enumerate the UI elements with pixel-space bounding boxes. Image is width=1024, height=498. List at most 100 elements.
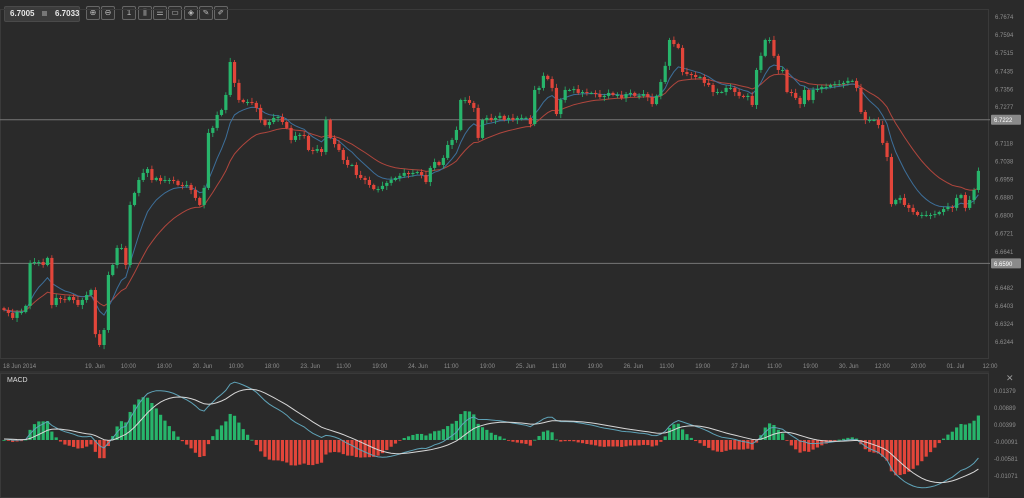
candle-up — [315, 149, 319, 151]
candle-up — [493, 117, 498, 120]
candle-up — [224, 94, 228, 110]
candle-up — [137, 179, 141, 193]
macd-histogram-bar — [955, 427, 959, 440]
macd-histogram-bar — [341, 439, 345, 455]
macd-histogram-bar — [737, 439, 741, 450]
macd-histogram-bar — [702, 439, 706, 446]
macd-histogram-bar — [350, 439, 354, 456]
macd-histogram-bar — [559, 439, 563, 442]
macd-histogram-bar — [385, 439, 389, 451]
candle-up — [524, 117, 528, 119]
macd-histogram-bar — [902, 439, 907, 475]
candle-up — [763, 39, 767, 56]
macd-histogram-bar — [746, 439, 750, 449]
macd-histogram-bar — [450, 423, 454, 440]
candle-down — [511, 117, 515, 120]
candle-down — [333, 137, 337, 145]
candle-up — [215, 114, 219, 128]
candle-down — [359, 174, 363, 178]
macd-histogram-bar — [502, 438, 506, 440]
candle-down — [633, 92, 637, 96]
macd-histogram-bar — [789, 439, 793, 446]
candle-down — [889, 157, 893, 205]
macd-histogram-bar — [667, 427, 672, 440]
macd-histogram-bar — [285, 439, 289, 463]
macd-histogram-bar — [689, 437, 693, 440]
candle-down — [907, 204, 911, 208]
candle-down — [741, 95, 746, 98]
macd-histogram-bar — [420, 433, 424, 440]
macd-histogram-bar — [480, 427, 485, 440]
candle-down — [676, 44, 680, 48]
macd-histogram-bar — [920, 439, 924, 462]
candle-down — [406, 172, 411, 175]
macd-histogram-bar — [950, 431, 954, 440]
macd-histogram-bar — [589, 439, 593, 445]
x-tick-label: 11:00 — [336, 364, 351, 370]
candle-up — [946, 207, 950, 210]
x-tick-label: 11:00 — [552, 364, 567, 370]
macd-histogram-bar — [733, 439, 737, 450]
macd-histogram-bar — [115, 426, 119, 440]
macd-histogram-bar — [189, 439, 193, 449]
macd-histogram-bar — [942, 438, 946, 440]
macd-histogram-bar — [359, 439, 363, 458]
macd-histogram-bar — [624, 439, 628, 447]
macd-histogram-bar — [211, 436, 215, 440]
macd-histogram-bar — [515, 439, 519, 443]
candle-down — [11, 312, 15, 318]
candle-up — [724, 87, 728, 93]
macd-histogram-bar — [794, 439, 798, 450]
macd-histogram-bar — [585, 439, 589, 445]
x-tick-label: 19:00 — [372, 364, 388, 370]
x-tick-label: 19:00 — [588, 364, 604, 370]
macd-histogram-bar — [833, 439, 837, 441]
candle-down — [881, 124, 885, 143]
macd-histogram-bar — [154, 408, 158, 440]
x-tick-label: 25. Jun — [516, 364, 536, 370]
candle-down — [367, 179, 371, 185]
macd-histogram-bar — [681, 429, 685, 440]
candle-up — [955, 197, 959, 208]
candle-up — [563, 89, 567, 100]
candle-up — [276, 117, 280, 119]
macd-histogram-bar — [128, 411, 132, 440]
macd-histogram-bar — [837, 439, 841, 441]
macd-histogram-bar — [576, 439, 580, 443]
macd-histogram-bar — [224, 421, 228, 440]
macd-histogram-bar — [802, 439, 806, 452]
candle-down — [50, 257, 54, 305]
candle-down — [685, 72, 689, 75]
candle-down — [241, 99, 245, 103]
candle-up — [132, 192, 137, 205]
candle-down — [950, 207, 954, 209]
close-icon[interactable]: ✕ — [1006, 373, 1014, 383]
macd-histogram-bar — [946, 434, 950, 440]
macd-histogram-bar — [206, 439, 211, 445]
macd-histogram-bar — [911, 439, 915, 469]
candle-down — [915, 212, 920, 215]
macd-label: MACD — [7, 377, 28, 384]
candle-up — [463, 99, 467, 101]
x-tick-label: 12:00 — [983, 364, 999, 370]
macd-histogram-bar — [859, 439, 863, 445]
macd-histogram-bar — [659, 439, 663, 442]
candle-down — [681, 47, 685, 73]
x-tick-label: 10:00 — [229, 364, 245, 370]
candle-up — [659, 82, 663, 96]
candle-up — [80, 299, 84, 305]
macd-histogram-bar — [437, 430, 441, 440]
macd-histogram-bar — [415, 433, 419, 440]
candle-up — [389, 179, 393, 183]
macd-histogram-bar — [846, 437, 850, 440]
macd-histogram-bar — [159, 414, 163, 440]
candle-down — [63, 299, 67, 301]
candle-up — [976, 170, 980, 190]
candle-up — [815, 89, 820, 91]
y-tick-label: 6.7435 — [995, 69, 1014, 75]
candle-down — [772, 39, 776, 56]
candle-up — [515, 117, 519, 120]
macd-histogram-bar — [411, 434, 415, 440]
macd-histogram-bar — [150, 402, 154, 440]
